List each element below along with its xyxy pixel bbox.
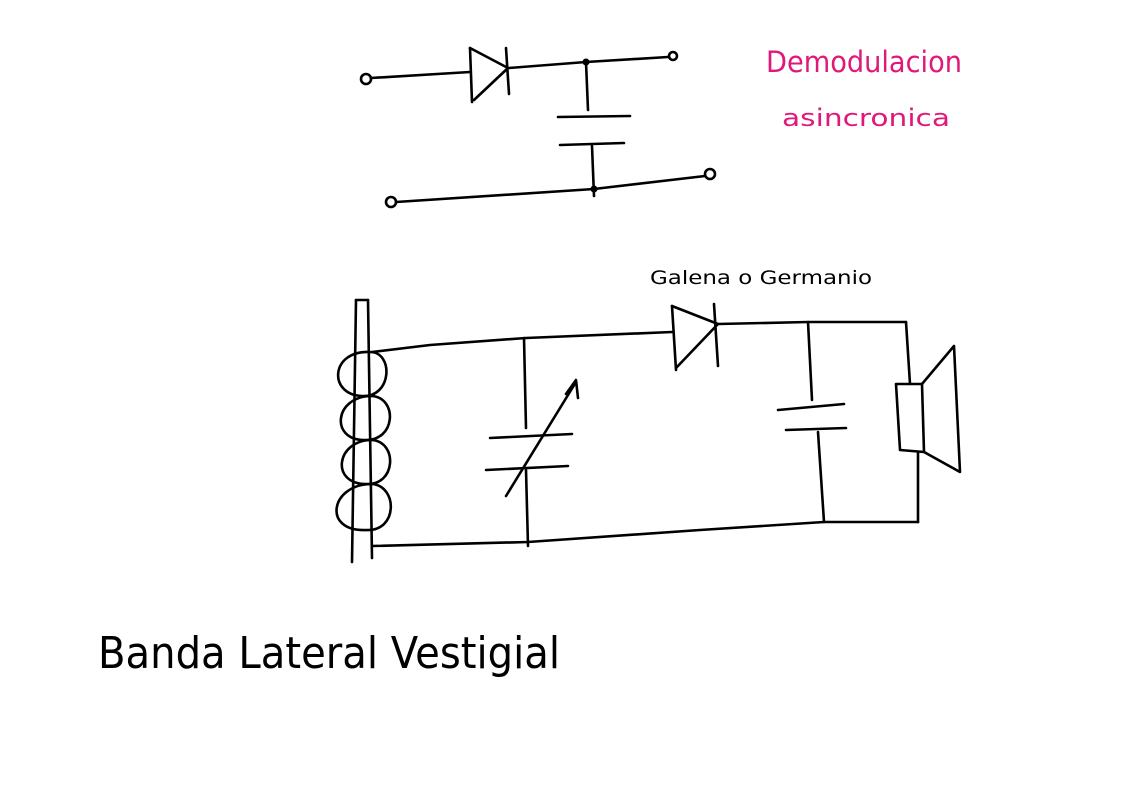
diode-symbol <box>468 46 511 104</box>
title-annotation-line2: asincronica <box>782 104 950 132</box>
input-terminal-top <box>359 72 373 86</box>
variable-capacitor <box>484 336 580 548</box>
crystal-radio-circuit <box>335 298 962 564</box>
output-terminal-bottom <box>703 167 717 181</box>
title-annotation-line1: Demodulacion <box>766 45 962 79</box>
wire-bottom-rail <box>370 520 920 548</box>
diode-label: Galena o Germanio <box>650 267 872 289</box>
speaker-symbol <box>894 320 962 524</box>
input-terminal-bottom <box>384 195 398 209</box>
ferrite-rod <box>350 298 374 564</box>
filter-capacitor <box>776 320 848 524</box>
wire-ground <box>394 174 707 204</box>
wire-after-diode <box>716 320 908 326</box>
capacitor-symbol <box>556 60 632 198</box>
output-terminal-top <box>667 50 679 62</box>
germanium-diode <box>670 302 720 372</box>
coil-winding <box>335 350 393 532</box>
wire-input <box>369 70 472 80</box>
demodulator-circuit <box>359 46 717 209</box>
wire-top-rail <box>370 330 674 354</box>
ground-node <box>590 185 598 193</box>
footer-annotation: Banda Lateral Vestigial <box>98 628 560 679</box>
